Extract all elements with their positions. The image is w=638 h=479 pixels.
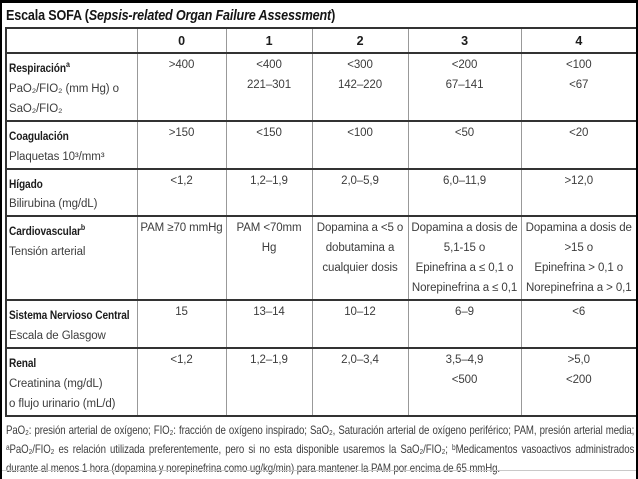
section-sublabel: Creatinina (mg/dL) o flujo urinario (mL/…: [9, 378, 116, 411]
cell-value: <400 221–301: [225, 52, 312, 121]
title-italic: Sepsis-related Organ Failure Assessment: [88, 7, 332, 24]
section-title: Respiracióna: [9, 60, 70, 75]
section-label-cell: Coagulación Plaquetas 10³/mm³: [6, 119, 137, 169]
cell-value: 6,0–11,9: [407, 167, 521, 217]
cell-value: >12,0: [520, 167, 636, 217]
cell-value: >5,0 <200: [520, 347, 636, 417]
cell-value: 6–9: [407, 299, 521, 349]
header-score-2: 2: [311, 28, 408, 54]
section-label-cell: Respiracióna PaO₂/FIO₂ (mm Hg) o SaO₂/FI…: [6, 52, 137, 121]
table-row-renal: Renal Creatinina (mg/dL) o flujo urinari…: [6, 347, 636, 417]
cell-value: <300 142–220: [311, 52, 408, 121]
table-row-snc: Sistema Nervioso Central Escala de Glasg…: [6, 299, 636, 349]
cell-value: 3,5–4,9 <500: [407, 347, 521, 417]
section-sublabel: Bilirubina (mg/dL): [9, 198, 98, 211]
section-title: Coagulación: [9, 130, 69, 143]
cell-value: >150: [136, 119, 226, 169]
footnote-text: PaO₂: presión arterial de oxígeno; FIO₂:…: [6, 423, 635, 476]
table-header-row: 0 1 2 3 4: [6, 28, 636, 54]
cell-value: 2,0–5,9: [311, 167, 408, 217]
cell-value: >400: [136, 52, 226, 121]
header-score-1: 1: [225, 28, 312, 54]
cell-value: PAM <70mm Hg: [225, 215, 312, 301]
table-row-respiracion: Respiracióna PaO₂/FIO₂ (mm Hg) o SaO₂/FI…: [6, 52, 636, 121]
title-suffix: ): [331, 7, 336, 24]
cell-value: PAM ≥70 mmHg: [136, 215, 226, 301]
cell-value: Dopamina a dosis de >15 o Epinefrina > 0…: [520, 215, 636, 301]
section-title: Hígado: [9, 178, 43, 191]
section-title: Renal: [9, 358, 37, 371]
cell-value: 1,2–1,9: [225, 347, 312, 417]
table-row-cardiovascular: Cardiovascularb Tensión arterial PAM ≥70…: [6, 215, 636, 301]
section-sublabel: Escala de Glasgow: [9, 330, 106, 343]
cell-value: 1,2–1,9: [225, 167, 312, 217]
footnote-marker: b: [80, 223, 86, 233]
section-label-cell: Hígado Bilirubina (mg/dL): [6, 167, 137, 217]
header-score-0: 0: [136, 28, 226, 54]
cell-value: 15: [136, 299, 226, 349]
cell-value: <6: [520, 299, 636, 349]
section-title: Cardiovascularb: [9, 223, 86, 239]
section-label-cell: Renal Creatinina (mg/dL) o flujo urinari…: [6, 347, 137, 417]
cell-value: <200 67–141: [407, 52, 521, 121]
cell-value: <100 <67: [520, 52, 636, 121]
section-sublabel: Tensión arterial: [9, 246, 86, 259]
bottom-divider: [2, 470, 636, 471]
section-title: Sistema Nervioso Central: [9, 310, 130, 323]
cell-value: <1,2: [136, 347, 226, 417]
footnote-marker: a: [65, 60, 70, 69]
header-score-3: 3: [407, 28, 521, 54]
cell-value: Dopamina a <5 o dobutamina a cualquier d…: [311, 215, 408, 301]
table-row-higado: Hígado Bilirubina (mg/dL) <1,2 1,2–1,9 2…: [6, 167, 636, 217]
title-prefix: Escala SOFA (: [6, 7, 89, 24]
sofa-table: 0 1 2 3 4 Respiracióna PaO₂/FIO₂ (mm Hg)…: [5, 27, 636, 418]
cell-value: Dopamina a dosis de 5,1-15 o Epinefrina …: [407, 215, 521, 301]
footnote-container: PaO₂: presión arterial de oxígeno; FIO₂:…: [6, 421, 636, 479]
section-label-cell: Cardiovascularb Tensión arterial: [6, 215, 137, 301]
cell-value: 2,0–3,4: [311, 347, 408, 417]
section-label-cell: Sistema Nervioso Central Escala de Glasg…: [6, 299, 137, 349]
cell-value: <1,2: [136, 167, 226, 217]
cell-value: <50: [407, 119, 521, 169]
cell-value: 10–12: [311, 299, 408, 349]
section-sublabel: Plaquetas 10³/mm³: [9, 150, 105, 163]
table-row-coagulacion: Coagulación Plaquetas 10³/mm³ >150 <150 …: [6, 119, 636, 169]
header-empty-cell: [6, 28, 137, 54]
cell-value: <150: [225, 119, 312, 169]
page-title: Escala SOFA (Sepsis-related Organ Failur…: [6, 7, 535, 24]
header-score-4: 4: [520, 28, 636, 54]
cell-value: 13–14: [225, 299, 312, 349]
cell-value: <100: [311, 119, 408, 169]
section-sublabel: PaO₂/FIO₂ (mm Hg) o SaO₂/FIO₂: [9, 82, 119, 115]
cell-value: <20: [520, 119, 636, 169]
